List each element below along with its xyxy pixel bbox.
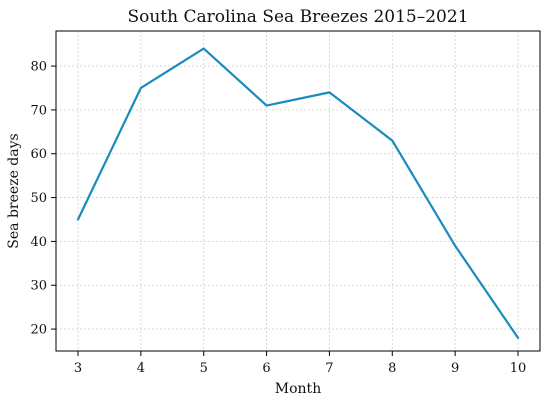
x-tick-label: 3 (74, 361, 82, 376)
y-axis-label: Sea breeze days (6, 133, 22, 248)
y-tick-label: 20 (30, 323, 47, 338)
grid-layer (56, 31, 540, 351)
x-tick-label: 7 (325, 361, 333, 376)
y-tick-label: 70 (30, 103, 47, 118)
x-tick-label: 8 (388, 361, 396, 376)
chart-title: South Carolina Sea Breezes 2015–2021 (127, 7, 468, 27)
series-line (76, 47, 520, 339)
plot-frame (55, 30, 541, 352)
y-tick-label: 40 (30, 235, 47, 250)
x-tick-label: 6 (262, 361, 270, 376)
x-tick-label: 10 (510, 361, 527, 376)
y-tick-label: 60 (30, 147, 47, 162)
x-axis-label: Month (275, 381, 321, 397)
y-tick-label: 80 (30, 60, 47, 75)
y-axis-ticks: 20 30 40 50 60 70 80 (30, 60, 56, 338)
x-tick-label: 9 (451, 361, 459, 376)
x-tick-label: 4 (137, 361, 145, 376)
y-tick-label: 50 (30, 191, 47, 206)
x-axis-ticks: 3 4 5 6 7 8 9 10 (74, 351, 526, 376)
y-tick-label: 30 (30, 279, 47, 294)
x-tick-label: 5 (200, 361, 208, 376)
